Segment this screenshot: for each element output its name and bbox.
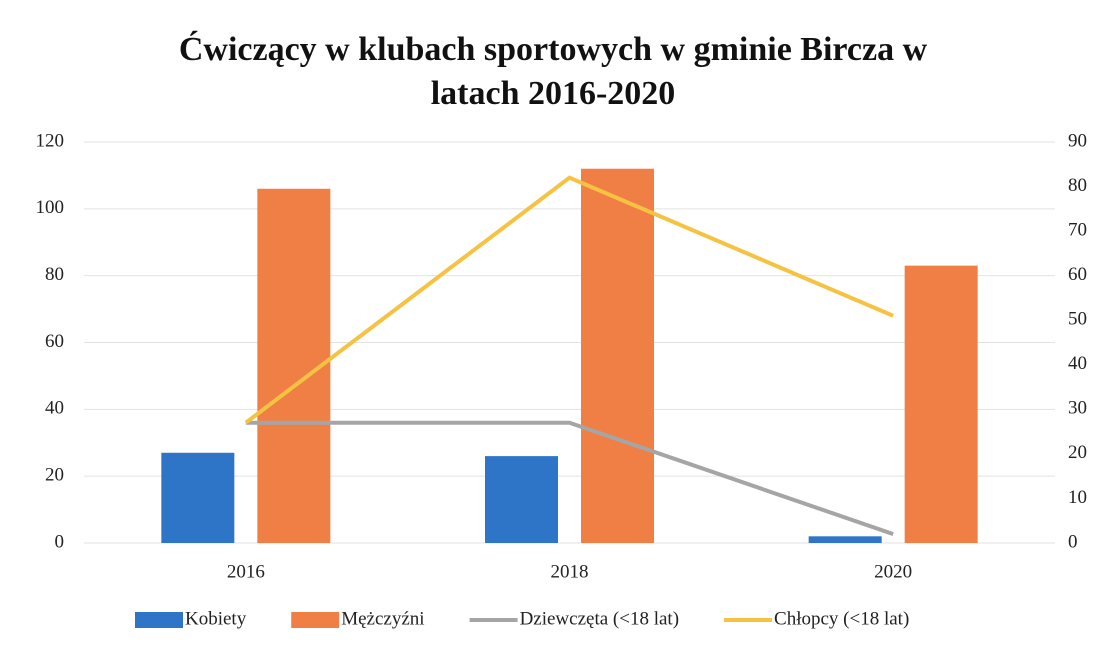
y-tick-label: 20: [45, 465, 64, 486]
y2-tick-label: 50: [1068, 309, 1087, 330]
bar: [904, 265, 978, 543]
x-tick-label: 2020: [874, 561, 912, 582]
line: [244, 175, 894, 425]
y2-tick-label: 70: [1068, 219, 1087, 240]
y2-tick-label: 90: [1068, 130, 1087, 151]
line: [245, 420, 894, 536]
x-tick-label: 2016: [227, 561, 265, 582]
y2-tick-label: 0: [1068, 531, 1078, 552]
legend-label: Kobiety: [185, 608, 247, 629]
y-tick-label: 60: [45, 331, 64, 352]
bar: [485, 456, 558, 543]
x-tick-label: 2018: [551, 561, 589, 582]
y2-tick-label: 20: [1068, 442, 1087, 463]
y-tick-label: 80: [45, 264, 64, 285]
legend-label: Chłopcy (<18 lat): [774, 608, 909, 629]
legend-swatch: [291, 612, 340, 628]
y2-tick-label: 30: [1068, 398, 1087, 419]
bar: [161, 452, 235, 543]
y-tick-label: 40: [45, 398, 64, 419]
y-tick-label: 0: [55, 531, 65, 552]
y2-tick-label: 10: [1068, 487, 1087, 508]
legend-label: Mężczyźni: [341, 608, 424, 629]
y2-tick-label: 60: [1068, 264, 1087, 285]
y-tick-label: 100: [36, 197, 65, 218]
bar: [581, 168, 654, 543]
chart-title: Ćwiczący w klubach sportowych w gminie B…: [178, 31, 928, 112]
bar: [808, 536, 882, 543]
legend-swatch: [135, 612, 183, 628]
y2-tick-label: 80: [1068, 175, 1087, 196]
y2-tick-label: 40: [1068, 353, 1087, 374]
y-tick-label: 120: [36, 130, 65, 151]
legend-label: Dziewczęta (<18 lat): [520, 608, 679, 629]
